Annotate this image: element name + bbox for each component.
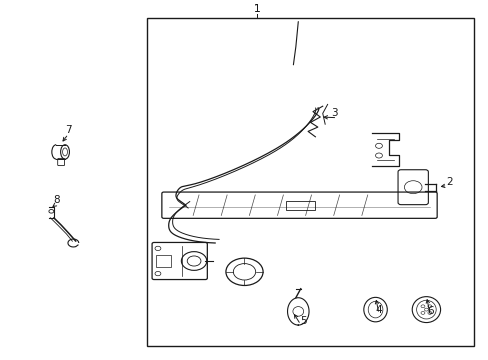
Bar bbox=[285, 201, 315, 210]
Text: 6: 6 bbox=[426, 306, 433, 316]
Text: 5: 5 bbox=[299, 316, 306, 326]
Text: 4: 4 bbox=[375, 305, 382, 315]
Text: 2: 2 bbox=[446, 177, 452, 187]
Text: 7: 7 bbox=[65, 125, 72, 135]
Text: 1: 1 bbox=[253, 4, 260, 14]
Text: 3: 3 bbox=[331, 108, 338, 118]
Text: 8: 8 bbox=[53, 195, 60, 205]
Bar bbox=[156, 255, 171, 267]
Text: 1: 1 bbox=[253, 4, 260, 14]
Bar bbox=[146, 18, 473, 346]
